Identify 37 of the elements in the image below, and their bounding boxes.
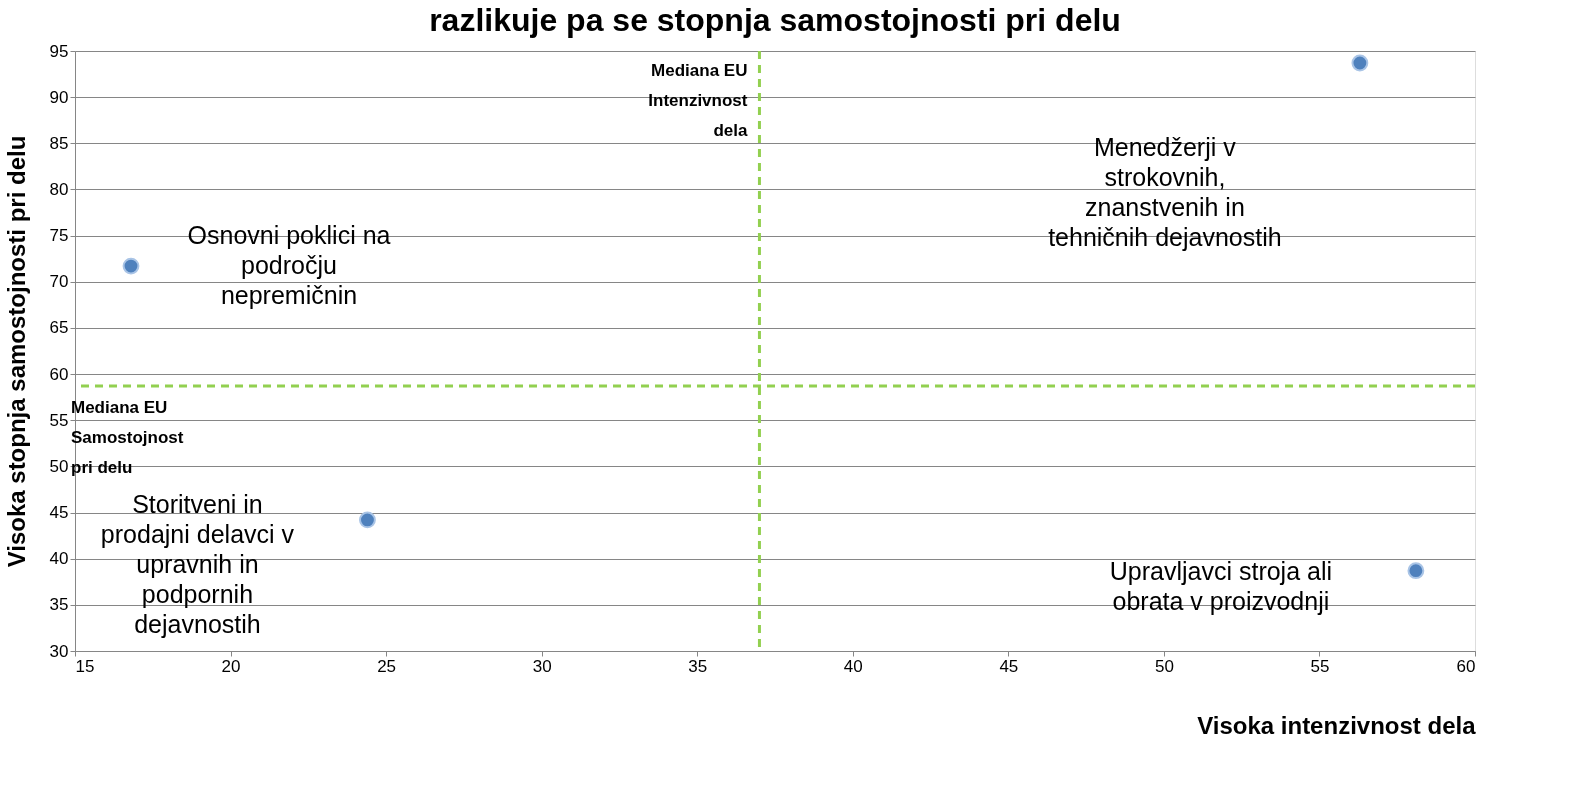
y-tick-label: 75 (49, 226, 69, 246)
y-tick-label: 60 (49, 364, 69, 384)
x-tick-label: 25 (377, 656, 397, 676)
chart-title: razlikuje pa se stopnja samostojnosti pri delu (429, 2, 1121, 38)
annotation: Upravljavci stroja ali obrata v proizvodnji (1109, 556, 1333, 615)
y-tick-label: 55 (49, 410, 69, 430)
y-tick-label: 45 (49, 503, 69, 523)
y-tick-label: 90 (49, 87, 69, 107)
x-tick-label: 15 (75, 656, 95, 676)
y-tick-label: 40 (49, 549, 69, 569)
x-axis-title: Visoka intenzivnost dela (1197, 711, 1477, 739)
x-tick-label: 55 (1310, 656, 1330, 676)
point (1407, 562, 1425, 580)
y-tick-label: 85 (49, 133, 69, 153)
x-tick-label: 35 (688, 656, 708, 676)
x-tick-label: 30 (532, 656, 552, 676)
x-tick-label: 20 (221, 656, 241, 676)
ref-line-label: Mediana EU Samostojnost pri delu (71, 398, 184, 478)
x-tick-label: 45 (999, 656, 1019, 676)
point (1351, 54, 1369, 72)
ref-line-label: Mediana EU Intenzivnost dela (648, 61, 748, 140)
y-tick-label: 80 (49, 179, 69, 199)
annotation: Menedžerji v strokovnih, znanstvenih in tehničnih dejavnostih (1048, 133, 1282, 251)
annotation: Storitveni in prodajni delavci v upravnih in podpornih dejavnostih (100, 489, 295, 638)
y-axis-title: Visoka stopnja samostojnosti pri delu (2, 135, 30, 568)
y-tick-label: 30 (49, 641, 69, 661)
point (122, 257, 140, 275)
annotation: Osnovni poklici na področju nepremičnin (187, 221, 391, 310)
y-tick-label: 70 (49, 272, 69, 292)
y-tick-label: 95 (49, 41, 69, 61)
y-tick-label: 65 (49, 318, 69, 338)
x-tick-label: 60 (1456, 656, 1476, 676)
point (359, 511, 376, 529)
y-tick-label: 35 (49, 595, 69, 615)
y-tick-label: 50 (49, 456, 69, 476)
x-tick-label: 40 (843, 656, 863, 676)
x-tick-label: 50 (1154, 656, 1174, 676)
